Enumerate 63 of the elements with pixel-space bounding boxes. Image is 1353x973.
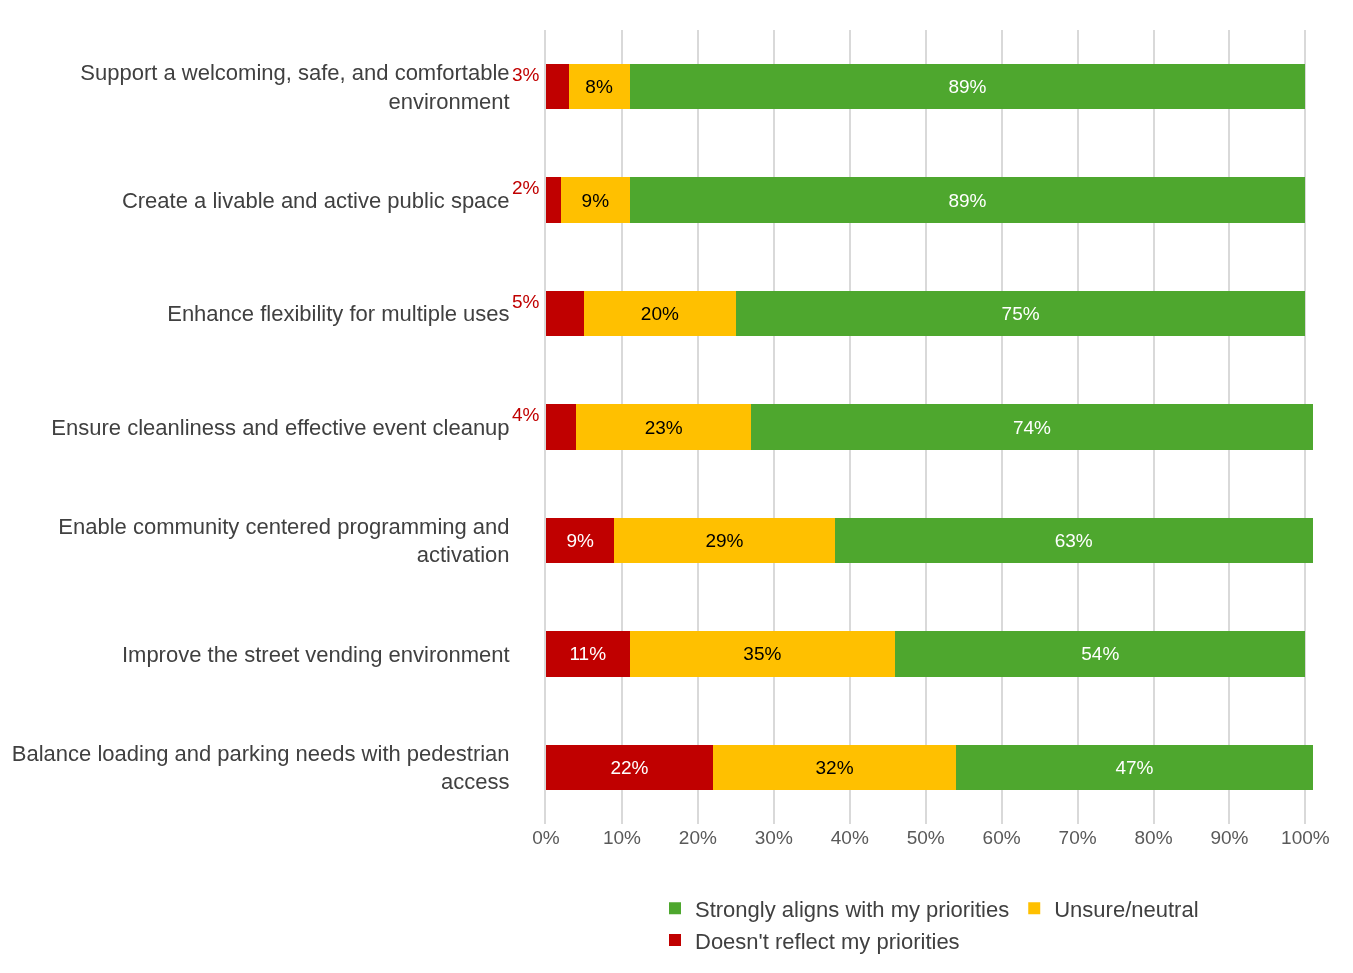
bar bbox=[735, 290, 1306, 337]
bar bbox=[546, 517, 615, 564]
bar bbox=[561, 177, 630, 223]
bar bbox=[546, 177, 562, 223]
x-tick-label: 20% bbox=[678, 827, 717, 848]
bar bbox=[546, 404, 577, 450]
data-label: 89% bbox=[948, 189, 987, 211]
data-label: 63% bbox=[1054, 529, 1093, 551]
x-tick-label: 80% bbox=[1134, 827, 1173, 848]
legend-label: Strongly aligns with my priorities bbox=[695, 896, 1010, 922]
bar bbox=[895, 631, 1306, 677]
x-tick-label: 90% bbox=[1210, 827, 1249, 848]
bar bbox=[834, 517, 1313, 564]
data-label: 89% bbox=[948, 76, 987, 98]
data-label: 29% bbox=[705, 529, 744, 551]
data-label: 9% bbox=[566, 529, 594, 551]
bar bbox=[751, 404, 1313, 450]
bar bbox=[614, 517, 835, 564]
bar bbox=[546, 744, 714, 790]
bar bbox=[546, 631, 630, 677]
bar bbox=[956, 744, 1313, 790]
data-label: 20% bbox=[640, 303, 679, 325]
data-label: 23% bbox=[644, 416, 683, 438]
x-tick-label: 70% bbox=[1058, 827, 1097, 848]
data-label: 75% bbox=[1001, 303, 1040, 325]
bar bbox=[568, 64, 630, 110]
legend-label: Doesn't reflect my priorities bbox=[695, 928, 960, 954]
data-label: 3% bbox=[512, 64, 540, 85]
data-label: 4% bbox=[512, 404, 540, 425]
data-label: 54% bbox=[1081, 643, 1120, 665]
x-tick-label: 100% bbox=[1281, 827, 1330, 848]
y-tick-label: Improve the street vending environment bbox=[121, 641, 510, 667]
bar bbox=[713, 744, 957, 790]
data-label: 32% bbox=[815, 756, 854, 778]
legend-label: Unsure/neutral bbox=[1054, 896, 1199, 922]
x-tick-label: 0% bbox=[532, 827, 560, 848]
data-label: 9% bbox=[581, 189, 610, 211]
y-tick-label: Balance loading and parking needs with pedestrian access bbox=[11, 740, 510, 795]
data-label: 8% bbox=[585, 76, 613, 98]
y-tick-label: Enable community centered programming and activation bbox=[58, 513, 510, 568]
data-label: 22% bbox=[610, 756, 649, 778]
x-tick-label: 60% bbox=[982, 827, 1021, 848]
data-label: 5% bbox=[512, 291, 540, 312]
x-tick-label: 30% bbox=[754, 827, 793, 848]
bar bbox=[576, 404, 752, 450]
bar bbox=[583, 290, 736, 337]
data-label: 35% bbox=[743, 643, 782, 665]
bar bbox=[546, 64, 569, 110]
y-tick-label: Ensure cleanliness and effective event cleanup bbox=[51, 414, 510, 440]
data-label: 47% bbox=[1115, 756, 1154, 778]
bar bbox=[546, 290, 584, 337]
y-tick-label: Enhance flexibility for multiple uses bbox=[167, 301, 510, 327]
data-label: 11% bbox=[569, 643, 607, 665]
x-tick-label: 50% bbox=[906, 827, 945, 848]
y-tick-label: Support a welcoming, safe, and comfortable environment bbox=[80, 60, 510, 114]
data-label: 2% bbox=[512, 177, 540, 198]
bar bbox=[629, 177, 1306, 223]
x-tick-label: 40% bbox=[830, 827, 869, 848]
x-tick-label: 10% bbox=[602, 827, 642, 848]
data-label: 74% bbox=[1012, 416, 1052, 438]
bar bbox=[629, 631, 896, 677]
y-tick-label: Create a livable and active public space bbox=[121, 187, 510, 213]
bar bbox=[629, 64, 1306, 110]
